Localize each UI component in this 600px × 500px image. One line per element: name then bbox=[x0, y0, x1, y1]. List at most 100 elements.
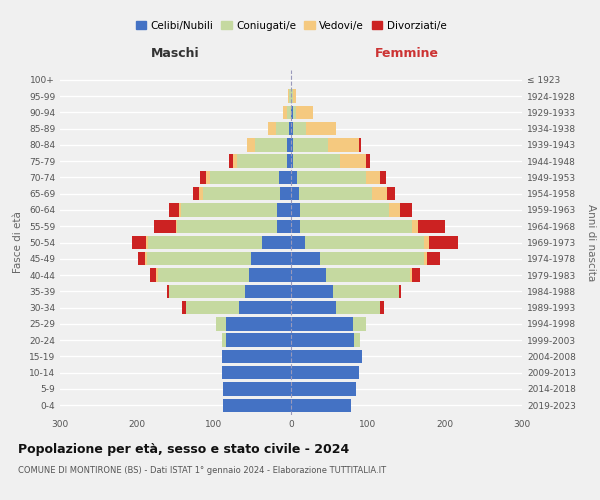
Bar bbox=[300, 220, 412, 233]
Bar bbox=[287, 138, 291, 151]
Bar bbox=[148, 236, 262, 249]
Bar bbox=[223, 398, 291, 412]
Bar bbox=[328, 138, 359, 151]
Bar bbox=[354, 334, 360, 347]
Bar bbox=[380, 301, 384, 314]
Bar bbox=[372, 187, 387, 200]
Bar bbox=[222, 350, 291, 363]
Bar bbox=[291, 252, 320, 266]
Bar bbox=[291, 154, 293, 168]
Bar bbox=[251, 252, 291, 266]
Bar bbox=[169, 204, 179, 216]
Bar bbox=[293, 138, 328, 151]
Bar bbox=[291, 334, 354, 347]
Bar bbox=[291, 170, 297, 184]
Bar bbox=[427, 252, 440, 266]
Bar bbox=[353, 317, 367, 330]
Bar bbox=[226, 334, 291, 347]
Legend: Celibi/Nubili, Coniugati/e, Vedovi/e, Divorziati/e: Celibi/Nubili, Coniugati/e, Vedovi/e, Di… bbox=[131, 16, 451, 35]
Text: Femmine: Femmine bbox=[374, 47, 439, 60]
Bar bbox=[154, 220, 176, 233]
Bar bbox=[291, 268, 326, 281]
Bar bbox=[359, 138, 361, 151]
Bar bbox=[150, 268, 156, 281]
Bar bbox=[145, 252, 147, 266]
Bar bbox=[177, 220, 277, 233]
Bar bbox=[291, 366, 359, 380]
Bar bbox=[291, 187, 299, 200]
Bar bbox=[222, 366, 291, 380]
Bar bbox=[293, 122, 307, 136]
Bar bbox=[146, 236, 148, 249]
Bar bbox=[167, 284, 169, 298]
Bar bbox=[410, 268, 412, 281]
Bar bbox=[179, 204, 181, 216]
Bar bbox=[287, 154, 291, 168]
Bar bbox=[229, 154, 233, 168]
Bar bbox=[424, 252, 427, 266]
Bar bbox=[291, 122, 293, 136]
Bar bbox=[399, 284, 401, 298]
Bar bbox=[307, 122, 335, 136]
Bar bbox=[291, 90, 293, 102]
Y-axis label: Anni di nascita: Anni di nascita bbox=[586, 204, 596, 281]
Bar bbox=[291, 317, 353, 330]
Bar bbox=[268, 122, 275, 136]
Bar bbox=[277, 220, 291, 233]
Bar bbox=[156, 268, 158, 281]
Bar bbox=[203, 187, 280, 200]
Bar bbox=[206, 170, 210, 184]
Bar bbox=[291, 301, 335, 314]
Bar bbox=[226, 317, 291, 330]
Bar bbox=[326, 268, 410, 281]
Bar bbox=[387, 187, 395, 200]
Bar bbox=[255, 138, 287, 151]
Bar bbox=[237, 154, 287, 168]
Bar bbox=[182, 301, 186, 314]
Bar bbox=[288, 90, 289, 102]
Bar bbox=[299, 187, 372, 200]
Bar bbox=[200, 170, 206, 184]
Bar bbox=[340, 154, 367, 168]
Bar bbox=[305, 236, 424, 249]
Bar bbox=[217, 317, 226, 330]
Bar bbox=[291, 398, 351, 412]
Bar bbox=[300, 204, 389, 216]
Bar bbox=[424, 236, 429, 249]
Bar bbox=[400, 204, 412, 216]
Bar bbox=[293, 154, 340, 168]
Bar bbox=[147, 252, 251, 266]
Bar bbox=[169, 284, 245, 298]
Bar bbox=[181, 204, 277, 216]
Bar bbox=[248, 268, 291, 281]
Bar bbox=[320, 252, 424, 266]
Bar bbox=[223, 382, 291, 396]
Bar bbox=[283, 106, 287, 119]
Bar bbox=[367, 170, 380, 184]
Bar bbox=[176, 220, 177, 233]
Text: Maschi: Maschi bbox=[151, 47, 200, 60]
Bar bbox=[291, 382, 356, 396]
Bar bbox=[289, 122, 291, 136]
Bar bbox=[412, 220, 418, 233]
Bar bbox=[289, 90, 291, 102]
Bar bbox=[291, 284, 334, 298]
Bar bbox=[296, 106, 313, 119]
Text: COMUNE DI MONTIRONE (BS) - Dati ISTAT 1° gennaio 2024 - Elaborazione TUTTITALIA.: COMUNE DI MONTIRONE (BS) - Dati ISTAT 1°… bbox=[18, 466, 386, 475]
Bar bbox=[138, 252, 145, 266]
Bar bbox=[193, 187, 199, 200]
Bar bbox=[291, 350, 362, 363]
Bar bbox=[245, 284, 291, 298]
Bar bbox=[335, 301, 380, 314]
Bar bbox=[293, 106, 296, 119]
Bar bbox=[280, 170, 291, 184]
Bar bbox=[334, 284, 399, 298]
Bar bbox=[210, 170, 280, 184]
Bar bbox=[233, 154, 237, 168]
Bar bbox=[297, 170, 367, 184]
Bar bbox=[291, 236, 305, 249]
Bar bbox=[429, 236, 458, 249]
Bar bbox=[418, 220, 445, 233]
Bar bbox=[380, 170, 386, 184]
Bar bbox=[239, 301, 291, 314]
